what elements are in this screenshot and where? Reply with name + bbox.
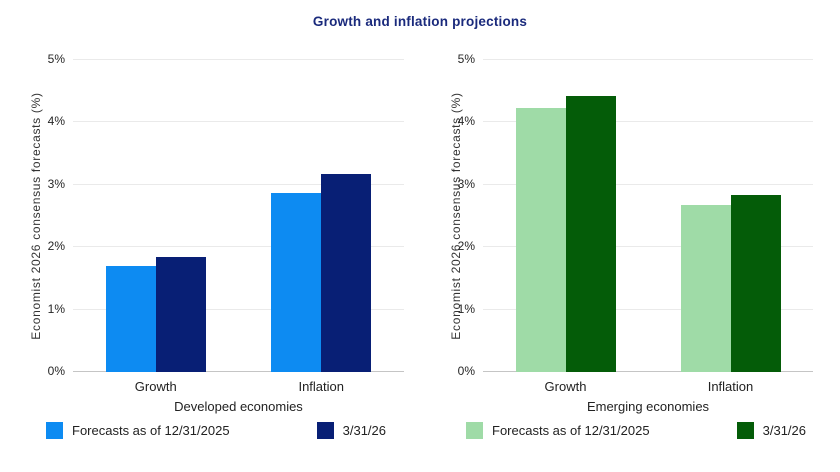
plot-area-emerging-economies <box>483 59 813 372</box>
gridline <box>483 183 813 185</box>
bar-emerging-economies-inflation-3-31-26 <box>730 195 781 372</box>
y-tick-label: 2% <box>457 239 475 254</box>
x-axis-line <box>73 371 404 372</box>
gridline <box>73 308 404 310</box>
legend-label: 3/31/26 <box>762 423 806 438</box>
x-axis-line <box>483 371 813 372</box>
legend-item: 3/31/26 <box>316 422 386 439</box>
y-tick-label: 5% <box>47 52 65 66</box>
x-category-label: Growth <box>134 379 177 394</box>
legend-swatch <box>316 422 334 439</box>
y-tick-label: 2% <box>47 239 65 254</box>
y-tick-label: 1% <box>47 301 65 316</box>
legend-label: Forecasts as of 12/31/2025 <box>492 423 650 438</box>
y-tick-label: 1% <box>457 301 475 316</box>
gridline <box>73 121 404 123</box>
y-tick-label: 0% <box>457 364 475 378</box>
gridline <box>483 246 813 248</box>
x-category-label: Inflation <box>298 379 345 394</box>
bar-developed-economies-growth-forecasts-as-of-12-31-2025 <box>105 265 156 372</box>
legend-item: 3/31/26 <box>736 422 806 439</box>
gridline <box>483 59 813 60</box>
legend-emerging-economies: Forecasts as of 12/31/2025 3/31/26 <box>420 422 840 439</box>
y-tick-label: 5% <box>457 52 475 66</box>
y-tick-label: 3% <box>47 176 65 191</box>
x-category-label: Growth <box>544 379 587 394</box>
x-axis-group-label: Developed economies <box>174 399 303 414</box>
gridline <box>73 183 404 185</box>
legend-label: 3/31/26 <box>342 423 386 438</box>
legend-swatch <box>736 422 754 439</box>
chart-panel-developed-economies: Economist 2026 consensus forecasts (%) 0%… <box>0 52 420 439</box>
figure-title: Growth and inflation projections <box>312 14 528 29</box>
gridline <box>73 59 404 60</box>
y-tick-label: 4% <box>47 114 65 129</box>
plot-area-developed-economies <box>73 59 404 372</box>
y-tick-label: 4% <box>457 114 475 129</box>
chart-panel-emerging-economies: Economist 2026 consensus forecasts (%) 0%… <box>420 0 840 472</box>
legend-label: Forecasts as of 12/31/2025 <box>72 423 230 438</box>
y-tick-label: 3% <box>457 176 475 191</box>
legend-swatch <box>466 422 483 439</box>
legend-swatch <box>46 422 63 439</box>
bar-developed-economies-growth-3-31-26 <box>155 256 206 372</box>
gridline <box>483 308 813 310</box>
bar-developed-economies-inflation-3-31-26 <box>321 174 372 372</box>
legend-item: Forecasts as of 12/31/2025 <box>46 422 230 439</box>
bar-emerging-economies-growth-forecasts-as-of-12-31-2025 <box>515 108 566 372</box>
bar-emerging-economies-growth-3-31-26 <box>565 95 616 372</box>
bar-emerging-economies-inflation-forecasts-as-of-12-31-2025 <box>680 205 731 372</box>
gridline <box>73 246 404 248</box>
y-tick-label: 0% <box>47 364 65 378</box>
gridline <box>483 121 813 123</box>
legend-developed-economies: Forecasts as of 12/31/2025 3/31/26 <box>0 422 420 439</box>
bar-developed-economies-inflation-forecasts-as-of-12-31-2025 <box>271 192 322 372</box>
x-axis-group-label: Emerging economies <box>586 399 710 414</box>
x-category-label: Inflation <box>707 379 754 394</box>
legend-item: Forecasts as of 12/31/2025 <box>466 422 650 439</box>
